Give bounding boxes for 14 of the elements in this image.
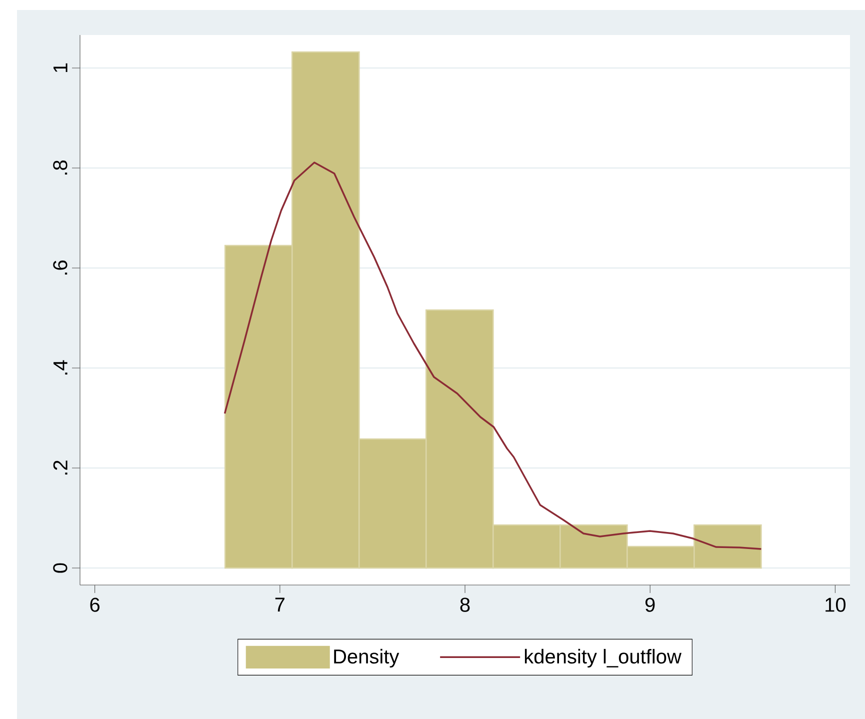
y-tick-label: .6 [53, 260, 68, 275]
line-series [224, 162, 762, 550]
y-tick-label: .2 [53, 460, 68, 475]
y-tick-label: .8 [53, 160, 68, 175]
y-tick-label: .4 [54, 360, 68, 375]
legend-label: Density [334, 648, 400, 668]
legend-label: kdensity l_outflow [524, 648, 682, 668]
y-tick-label: 0 [53, 563, 68, 573]
x-tick-label: 6 [90, 598, 100, 612]
y-tick-label: 1 [54, 63, 68, 72]
x-tick-label: 8 [460, 598, 470, 612]
x-tick-label: 7 [275, 598, 284, 612]
x-tick-label: 10 [826, 598, 846, 612]
x-tick-label: 9 [645, 598, 655, 612]
